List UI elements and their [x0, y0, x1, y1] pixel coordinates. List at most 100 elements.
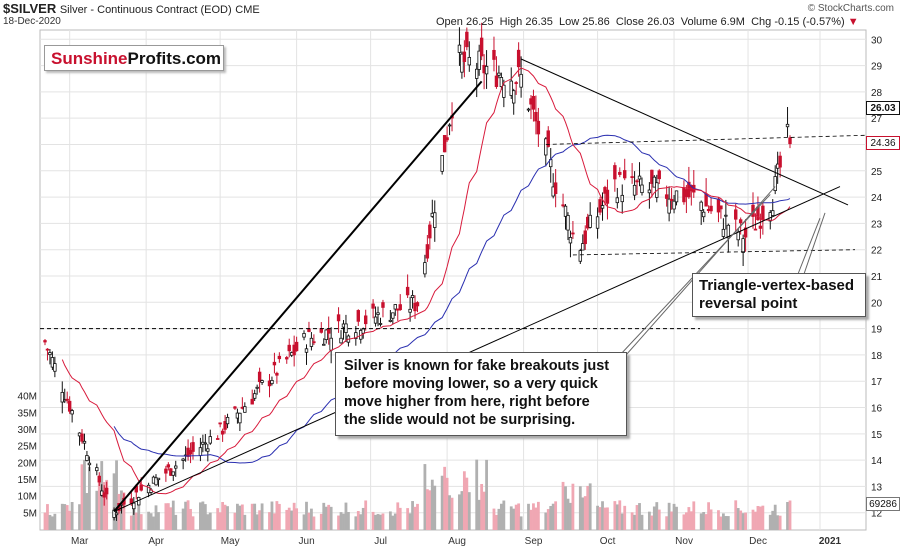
- candle-body: [171, 471, 175, 476]
- candle-body: [719, 205, 723, 210]
- candle-body: [312, 341, 316, 344]
- candle-body: [336, 314, 341, 322]
- volume-bar: [687, 507, 691, 530]
- candle-body: [743, 227, 748, 238]
- volume-bar: [517, 503, 521, 530]
- volume-bar: [408, 513, 412, 530]
- volume-bar: [97, 475, 101, 530]
- candle-body: [174, 465, 178, 469]
- volume-bar: [174, 514, 178, 530]
- candle-body: [566, 215, 570, 231]
- candle-body: [618, 171, 622, 175]
- candle-body: [307, 328, 311, 332]
- volume-bar: [255, 514, 259, 530]
- volume-bar: [620, 513, 624, 530]
- volume-bar: [88, 466, 91, 530]
- volume-bar: [186, 500, 190, 530]
- volume-bar: [302, 514, 306, 530]
- volume-bar: [754, 511, 757, 530]
- volume-bar: [240, 504, 244, 530]
- ticker-description: Silver - Continuous Contract (EOD): [59, 4, 232, 16]
- candle-body: [669, 198, 674, 202]
- volume-bar: [184, 501, 188, 530]
- volume-bar: [236, 503, 239, 530]
- chart-axes: Mar Apr May Jun Jul Aug Sep Oct Nov Dec 2021121314…: [18, 35, 883, 547]
- candle-body: [139, 484, 143, 491]
- y-tick-label: 21: [871, 272, 883, 283]
- moving-averages: [61, 67, 791, 495]
- volume-bar: [497, 508, 501, 530]
- candle-body: [405, 286, 410, 296]
- volume-bar: [739, 510, 743, 530]
- candle-body: [356, 310, 360, 322]
- volume-bar: [201, 501, 205, 530]
- volume-bar: [268, 512, 271, 530]
- y-tick-label: 30: [871, 35, 883, 46]
- candle-body: [615, 197, 620, 204]
- callout-pointer: [797, 217, 821, 275]
- candle-body: [252, 393, 257, 399]
- candle-body: [156, 477, 161, 481]
- volume-bar: [149, 513, 153, 530]
- y-tick-label: 22: [871, 246, 883, 257]
- y-tick-label: 16: [871, 404, 883, 415]
- candle-body: [620, 194, 624, 203]
- x-tick-label: Jul: [374, 536, 387, 547]
- volume-bar: [423, 464, 427, 530]
- candle-body: [674, 190, 679, 203]
- volume-bar: [460, 491, 464, 530]
- volume-bar: [482, 491, 486, 530]
- volume-bar: [157, 512, 160, 530]
- volume-bar: [736, 508, 740, 530]
- volume-bar: [292, 502, 296, 530]
- volume-bar: [578, 486, 582, 530]
- volume-bar: [277, 503, 281, 530]
- volume-bar: [734, 500, 738, 530]
- candle-body: [95, 467, 99, 472]
- volume-bar: [322, 502, 326, 530]
- candle-body: [600, 205, 605, 209]
- candle-body: [568, 237, 573, 244]
- volume-bar: [243, 514, 247, 530]
- volume-bar: [250, 503, 254, 530]
- ticker-title: $SILVER Silver - Continuous Contract (EO…: [3, 1, 260, 16]
- volume-bar: [499, 503, 503, 530]
- volume-bar: [618, 500, 622, 530]
- volume-bar: [495, 514, 498, 530]
- volume-bar: [285, 509, 289, 530]
- volume-bar: [475, 459, 479, 530]
- candle-body: [544, 138, 548, 156]
- volume-bar: [571, 483, 575, 530]
- volume-bar: [295, 508, 299, 530]
- candle-body: [484, 65, 489, 75]
- x-tick-label: Oct: [600, 536, 616, 547]
- volume-bar: [667, 502, 671, 530]
- volume-bar: [450, 497, 454, 530]
- volume-bar: [112, 473, 116, 530]
- candle-body: [154, 477, 158, 486]
- volume-bar: [596, 505, 599, 530]
- volume-bar: [413, 506, 417, 530]
- sunshine-profits-logo: SunshineProfits.com: [44, 45, 224, 71]
- candle-body: [45, 348, 50, 351]
- candle-body: [322, 343, 326, 346]
- candle-body: [709, 205, 713, 212]
- volume-bar: [741, 513, 745, 530]
- volume-bar: [509, 506, 513, 530]
- candle-body: [181, 458, 185, 461]
- y-tick-label: 19: [871, 325, 883, 336]
- volume-bar: [551, 503, 555, 530]
- candle-body: [391, 312, 395, 319]
- candle-body: [43, 340, 47, 343]
- volume-bar: [615, 504, 619, 530]
- y-tick-label: 14: [871, 456, 883, 467]
- volume-bars: [43, 459, 792, 530]
- volume-bar: [152, 516, 155, 530]
- candle-body: [497, 72, 501, 76]
- candle-body: [664, 194, 669, 199]
- volume-bar: [85, 493, 89, 530]
- volume-bar: [312, 516, 316, 530]
- ma-50-line: [113, 134, 791, 464]
- volume-bar: [440, 475, 444, 530]
- candle-body: [408, 308, 412, 313]
